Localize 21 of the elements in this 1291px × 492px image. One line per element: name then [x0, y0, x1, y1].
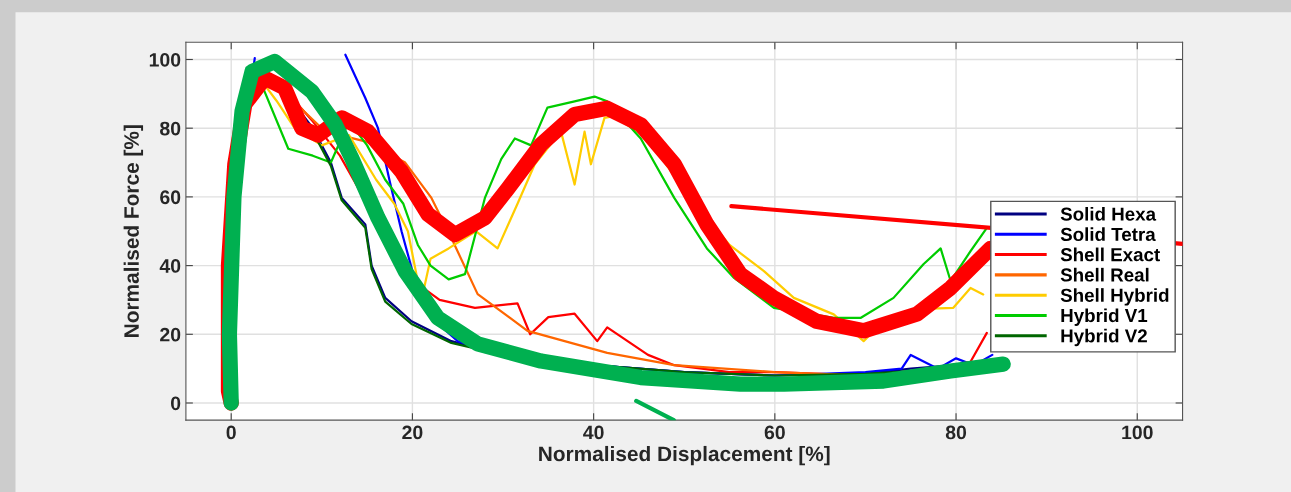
legend-label: Shell Real — [1060, 267, 1149, 282]
legend-label: Shell Hybrid — [1060, 288, 1169, 306]
legend-label: Hybrid V1 — [1061, 308, 1148, 326]
y-tick-label: 0 — [171, 396, 181, 411]
x-tick-label: 60 — [764, 425, 785, 440]
x-tick-label: 0 — [226, 425, 236, 440]
x-axis-title: Normalised Displacement [%] — [539, 445, 830, 466]
x-tick-label: 100 — [1122, 425, 1153, 440]
y-tick-label: 20 — [160, 327, 181, 342]
legend-label: Hybrid V2 — [1061, 328, 1147, 347]
y-tick-label: 60 — [160, 190, 181, 205]
x-tick-label: 80 — [945, 425, 967, 440]
y-axis-title: Normalised Force [%] — [123, 125, 144, 337]
x-tick-label: 20 — [402, 425, 423, 440]
legend-label: Solid Hexa — [1060, 206, 1157, 221]
y-tick-label: 40 — [159, 259, 181, 273]
legend-label: Shell Exact — [1060, 247, 1160, 262]
y-tick-label: 100 — [149, 52, 181, 67]
y-tick-label: 80 — [160, 121, 181, 136]
legend-label: Solid Tetra — [1060, 227, 1156, 242]
x-tick-label: 40 — [583, 425, 604, 440]
